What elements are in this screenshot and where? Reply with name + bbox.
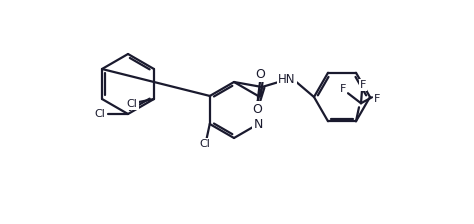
Text: F: F [360, 80, 366, 90]
Text: O: O [252, 103, 262, 116]
Text: Cl: Cl [199, 139, 210, 149]
Text: F: F [374, 94, 380, 104]
Text: Cl: Cl [127, 99, 137, 109]
Text: O: O [255, 67, 265, 80]
Text: N: N [254, 118, 263, 131]
Text: F: F [340, 84, 346, 94]
Text: HN: HN [278, 73, 296, 86]
Text: Cl: Cl [94, 109, 105, 119]
